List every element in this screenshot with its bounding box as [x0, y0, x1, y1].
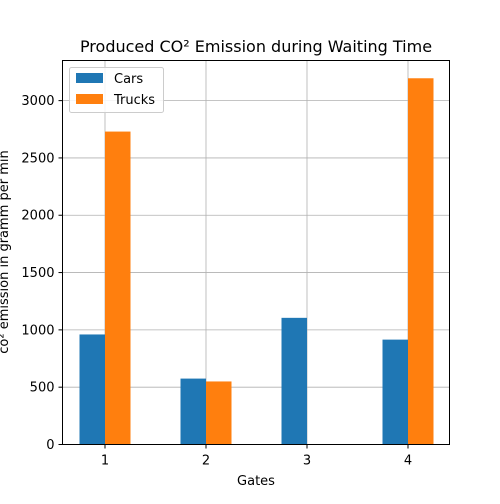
legend-label-trucks: Trucks [113, 93, 155, 108]
x-axis-label: Gates [237, 474, 275, 489]
legend-swatch-trucks [76, 94, 103, 104]
y-axis-label: co² emission in gramm per min [0, 150, 12, 353]
x-tick-label: 2 [202, 454, 210, 469]
bar-trucks-gate-4 [408, 78, 434, 445]
y-tick-label: 1000 [21, 323, 54, 338]
legend-swatch-cars [76, 73, 103, 83]
ticks-layer: 1 2 3 4 0 500 1000 1500 2000 2500 3000 [21, 94, 412, 468]
bars-layer [79, 78, 434, 445]
chart-title: Produced CO² Emission during Waiting Tim… [80, 37, 432, 56]
bar-cars-gate-3 [281, 317, 307, 445]
bar-trucks-gate-2 [206, 381, 232, 445]
bar-cars-gate-1 [79, 334, 105, 445]
bar-cars-gate-4 [382, 339, 408, 445]
x-tick-label: 3 [303, 454, 311, 469]
bar-trucks-gate-1 [105, 131, 131, 445]
x-tick-label: 1 [101, 454, 109, 469]
plot-frame [62, 60, 450, 445]
y-tick-label: 2500 [21, 151, 54, 166]
x-tick-label: 4 [404, 454, 412, 469]
y-tick-label: 3000 [21, 94, 54, 109]
y-tick-label: 1500 [21, 266, 54, 281]
legend-label-cars: Cars [114, 72, 143, 87]
y-tick-label: 2000 [21, 209, 54, 224]
y-tick-label: 500 [30, 381, 55, 396]
bar-cars-gate-2 [180, 378, 206, 445]
legend: Cars Trucks [69, 67, 164, 113]
y-tick-label: 0 [46, 438, 54, 453]
